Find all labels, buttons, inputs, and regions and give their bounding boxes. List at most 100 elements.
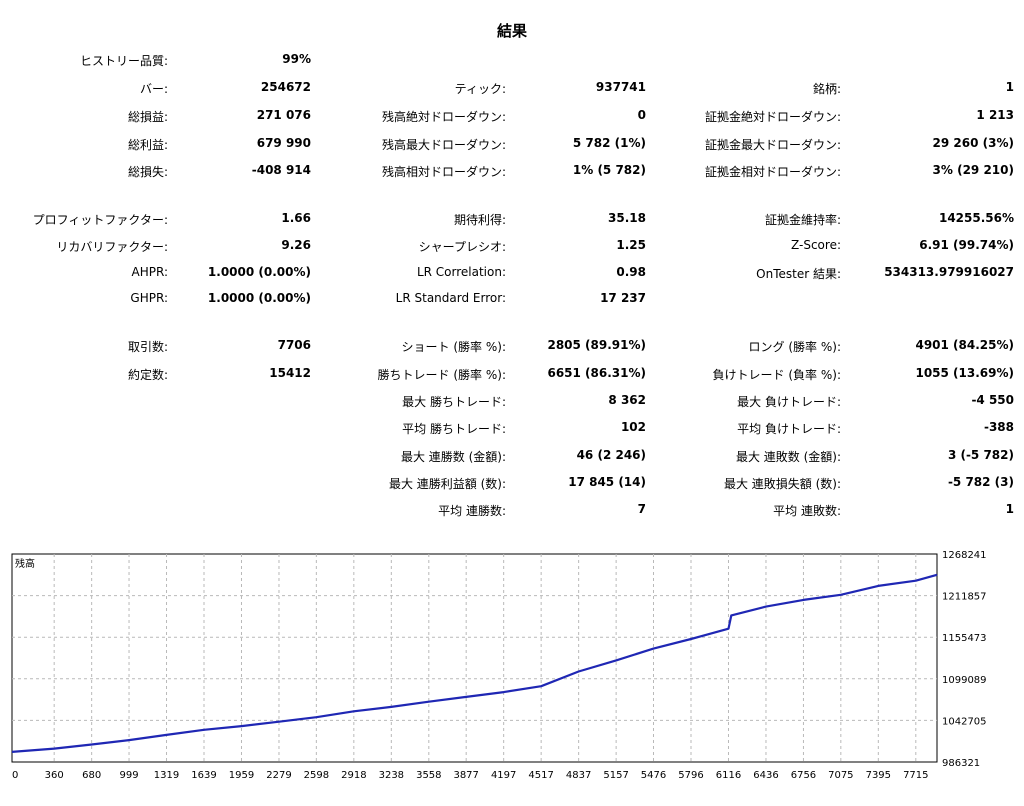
stat-label: プロフィットファクター: [32, 213, 168, 227]
stat-value: 254672 [260, 80, 311, 94]
stat-label: Z-Score: [791, 238, 841, 252]
balance-line [11, 573, 938, 753]
stat-label: 最大 連勝数 (金額): [400, 450, 506, 464]
stat-label: 最大 連敗数 (金額): [735, 450, 841, 464]
stat-value: 1055 (13.69%) [915, 366, 1014, 380]
y-tick-label: 1099089 [942, 675, 987, 686]
stat-label: 最大 勝ちトレード: [402, 395, 506, 409]
stat-value: 17 845 (14) [568, 475, 646, 489]
stat-value: 5 782 (1%) [572, 136, 646, 150]
stat-value: 6651 (86.31%) [547, 366, 646, 380]
stat-value: 7706 [277, 338, 311, 352]
stat-value: -5 782 (3) [947, 475, 1014, 489]
stat-label: 総損益: [127, 110, 168, 124]
stat-label: ヒストリー品質: [79, 54, 168, 68]
stat-value: 679 990 [256, 136, 311, 150]
x-tick-label: 2918 [341, 770, 366, 781]
stat-label: 証拠金最大ドローダウン: [704, 138, 841, 152]
x-tick-label: 999 [119, 770, 138, 781]
stat-value: 15412 [269, 366, 311, 380]
stat-value: -408 914 [251, 163, 311, 177]
stat-label: ロング (勝率 %): [748, 340, 841, 354]
x-tick-label: 360 [45, 770, 64, 781]
stat-value: 9.26 [281, 238, 311, 252]
stat-label: 証拠金維持率: [764, 213, 841, 227]
stat-label: 残高最大ドローダウン: [381, 138, 506, 152]
stat-value: 1.66 [281, 211, 311, 225]
x-tick-label: 1639 [191, 770, 216, 781]
y-tick-label: 1042705 [942, 716, 987, 727]
x-tick-label: 2279 [266, 770, 291, 781]
stat-label: 残高相対ドローダウン: [381, 165, 506, 179]
x-tick-label: 5796 [678, 770, 703, 781]
stat-value: 937741 [595, 80, 646, 94]
x-tick-label: 5157 [603, 770, 628, 781]
stat-value: -4 550 [971, 393, 1014, 407]
stat-value: 14255.56% [938, 211, 1014, 225]
stat-label: 平均 勝ちトレード: [402, 422, 506, 436]
stat-label: 証拠金絶対ドローダウン: [704, 110, 841, 124]
x-tick-label: 7715 [903, 770, 928, 781]
stat-label: LR Standard Error: [395, 291, 506, 305]
stat-label: ショート (勝率 %): [401, 340, 506, 354]
stat-label: 最大 連勝利益額 (数): [388, 477, 506, 491]
stat-value: -388 [983, 420, 1014, 434]
stat-value: 1% (5 782) [572, 163, 646, 177]
x-tick-label: 1319 [154, 770, 179, 781]
stat-value: 8 362 [608, 393, 646, 407]
stat-value: 1.0000 (0.00%) [207, 265, 311, 279]
balance-chart-svg: 0 360 680 999 1319 1639 1959 2279 2598 2918 3238 35… [11, 550, 987, 781]
stat-label: 最大 連敗損失額 (数): [723, 477, 841, 491]
balance-chart: 0 360 680 999 1319 1639 1959 2279 2598 2918 3238 35… [0, 548, 1024, 806]
stat-label: 銘柄: [812, 82, 841, 96]
stat-value: 2805 (89.91%) [547, 338, 646, 352]
y-tick-label: 1211857 [942, 592, 987, 603]
stat-label: 総利益: [127, 138, 168, 152]
x-tick-label: 5476 [641, 770, 666, 781]
stat-label: GHPR: [130, 291, 168, 305]
stat-label: 約定数: [127, 368, 168, 382]
x-tick-label: 4837 [566, 770, 591, 781]
stat-value: 1 [1005, 80, 1014, 94]
stat-label: シャープレシオ: [418, 240, 506, 254]
stat-label: 平均 連敗数: [773, 504, 841, 518]
stat-label: AHPR: [131, 265, 168, 279]
stat-value: 29 260 (3%) [932, 136, 1014, 150]
x-tick-label: 6756 [791, 770, 816, 781]
y-tick-label: 1155473 [942, 633, 987, 644]
stat-value: 99% [282, 52, 311, 66]
stat-value: 6.91 (99.74%) [919, 238, 1014, 252]
x-tick-label: 2598 [304, 770, 329, 781]
stat-value: 102 [620, 420, 646, 434]
stat-value: 1.25 [616, 238, 646, 252]
stat-label: OnTester 結果: [756, 267, 841, 281]
stat-label: 平均 連勝数: [438, 504, 506, 518]
stat-value: 3% (29 210) [932, 163, 1014, 177]
stat-value: 17 237 [600, 291, 646, 305]
stat-label: バー: [139, 82, 168, 96]
stat-label: 勝ちトレード (勝率 %): [377, 368, 506, 382]
stat-value: 3 (-5 782) [947, 448, 1014, 462]
stat-label: 取引数: [127, 340, 168, 354]
stat-value: 1 [1005, 502, 1014, 516]
stat-value: 7 [637, 502, 646, 516]
x-tick-label: 6116 [716, 770, 741, 781]
stat-value: 35.18 [608, 211, 646, 225]
x-tick-label: 7075 [828, 770, 853, 781]
stat-label: ティック: [454, 82, 506, 96]
x-tick-label: 6436 [753, 770, 778, 781]
x-tick-label: 1959 [229, 770, 254, 781]
stat-label: 負けトレード (負率 %): [712, 368, 841, 382]
stat-label: 残高絶対ドローダウン: [381, 110, 506, 124]
stat-label: 最大 負けトレード: [737, 395, 841, 409]
series-label: 残高 [15, 557, 35, 570]
stat-value: 4901 (84.25%) [915, 338, 1014, 352]
stat-value: 0 [637, 108, 646, 122]
stat-value: 1 213 [976, 108, 1014, 122]
stat-value: 534313.979916027 [884, 265, 1014, 279]
stat-value: 46 (2 246) [576, 448, 646, 462]
stat-label: 平均 負けトレード: [737, 422, 841, 436]
stat-label: 総損失: [127, 165, 168, 179]
stat-label: 期待利得: [453, 213, 506, 227]
report-title: 結果 [496, 22, 527, 40]
